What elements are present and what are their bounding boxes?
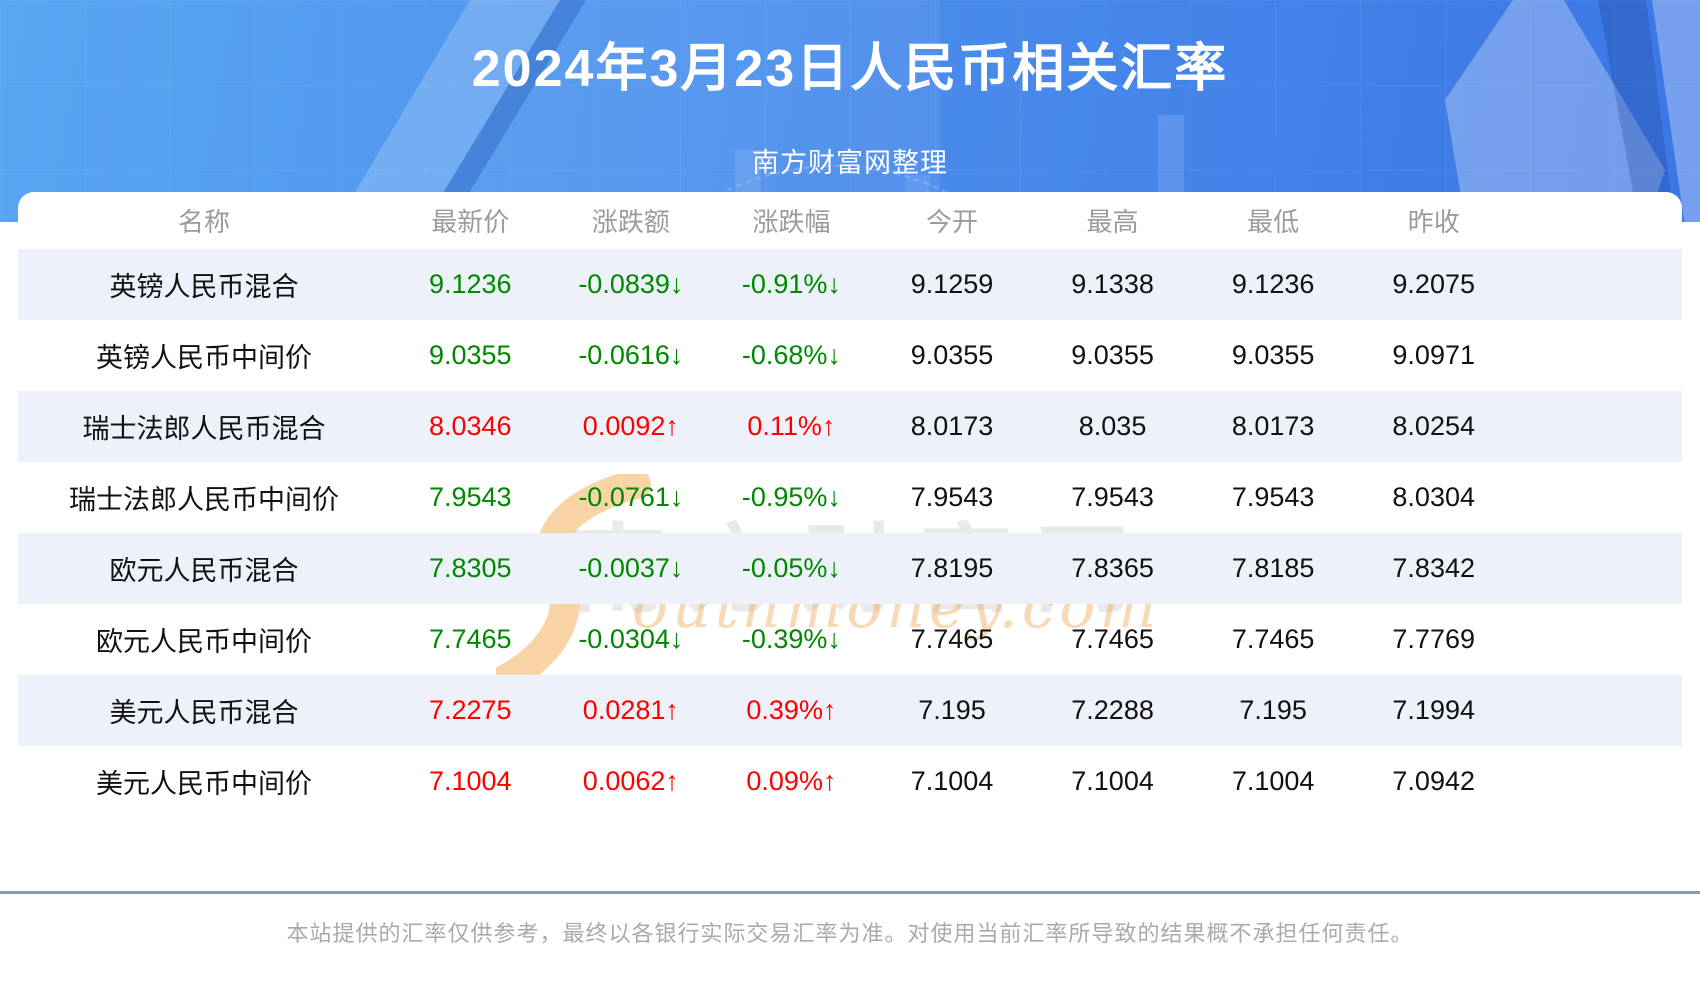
open-price: 9.1259 xyxy=(910,269,994,299)
banner: 2024年3月23日人民币相关汇率 南方财富网整理 xyxy=(0,0,1700,222)
footer-divider xyxy=(0,891,1700,894)
column-header-1: 最新价 xyxy=(431,207,510,237)
change-percent: -0.95%↓ xyxy=(741,482,841,512)
open-price: 8.0173 xyxy=(910,411,994,441)
latest-price: 9.1236 xyxy=(428,269,512,299)
latest-price: 7.1004 xyxy=(428,766,512,796)
open-price: 7.1004 xyxy=(910,766,994,796)
prev-close: 9.2075 xyxy=(1392,269,1475,299)
table-row: 英镑人民币中间价 9.0355 -0.0616↓ -0.68%↓ 9.0355 9.035… xyxy=(18,320,1682,391)
column-header-3: 涨跌幅 xyxy=(752,207,831,237)
high-price: 7.2288 xyxy=(1071,695,1154,725)
change-percent: -0.91%↓ xyxy=(741,269,841,299)
low-price: 9.0355 xyxy=(1231,340,1315,370)
low-price: 7.195 xyxy=(1239,695,1307,725)
table-row: 美元人民币中间价 7.1004 0.0062↑ 0.09%↑ 7.1004 7.1004 7… xyxy=(18,746,1682,817)
low-price: 9.1236 xyxy=(1231,269,1315,299)
high-price: 7.7465 xyxy=(1071,624,1154,654)
latest-price: 8.0346 xyxy=(428,411,512,441)
table-row: 美元人民币混合 7.2275 0.0281↑ 0.39%↑ 7.195 7.2288 7.1… xyxy=(18,675,1682,746)
prev-close: 7.1994 xyxy=(1392,695,1475,725)
row-name: 美元人民币中间价 xyxy=(96,769,312,799)
row-name: 瑞士法郎人民币中间价 xyxy=(69,485,339,515)
table-header-row: 名称 最新价 涨跌额 涨跌幅 今开 最高 最低 昨收 xyxy=(18,192,1682,249)
prev-close: 7.0942 xyxy=(1392,766,1475,796)
row-name: 欧元人民币中间价 xyxy=(96,627,312,657)
low-price: 8.0173 xyxy=(1231,411,1315,441)
column-header-4: 今开 xyxy=(925,207,978,237)
open-price: 7.8195 xyxy=(910,553,994,583)
change-amount: -0.0761↓ xyxy=(578,482,684,512)
high-price: 9.1338 xyxy=(1071,269,1154,299)
high-price: 7.1004 xyxy=(1071,766,1154,796)
low-price: 7.7465 xyxy=(1231,624,1315,654)
change-amount: -0.0839↓ xyxy=(578,269,684,299)
change-amount: 0.0281↑ xyxy=(582,695,679,725)
latest-price: 7.7465 xyxy=(428,624,512,654)
high-price: 9.0355 xyxy=(1071,340,1154,370)
change-percent: 0.39%↑ xyxy=(746,695,837,725)
row-name: 英镑人民币混合 xyxy=(109,272,299,302)
prev-close: 9.0971 xyxy=(1392,340,1475,370)
change-percent: -0.68%↓ xyxy=(741,340,841,370)
table-row: 瑞士法郎人民币混合 8.0346 0.0092↑ 0.11%↑ 8.0173 8.035 8… xyxy=(18,391,1682,462)
rates-card: 南方财富网 outhmoney.com 名称最新价涨跌额涨跌幅今开最高最低昨收 … xyxy=(18,192,1682,817)
row-name: 欧元人民币混合 xyxy=(109,556,299,586)
latest-price: 7.2275 xyxy=(428,695,512,725)
page-title: 2024年3月23日人民币相关汇率 xyxy=(471,40,1229,98)
table-row: 欧元人民币中间价 7.7465 -0.0304↓ -0.39%↓ 7.7465 7.746… xyxy=(18,604,1682,675)
disclaimer-text: 本站提供的汇率仅供参考，最终以各银行实际交易汇率为准。对使用当前汇率所导致的结果… xyxy=(286,921,1414,946)
prev-close: 8.0304 xyxy=(1392,482,1475,512)
low-price: 7.9543 xyxy=(1231,482,1315,512)
prev-close: 8.0254 xyxy=(1392,411,1475,441)
latest-price: 7.9543 xyxy=(428,482,512,512)
table-row: 英镑人民币混合 9.1236 -0.0839↓ -0.91%↓ 9.1259 9.1338… xyxy=(18,249,1682,320)
page-subtitle: 南方财富网整理 xyxy=(752,148,948,178)
column-header-7: 昨收 xyxy=(1407,207,1460,237)
latest-price: 9.0355 xyxy=(428,340,512,370)
row-name: 瑞士法郎人民币混合 xyxy=(82,414,326,444)
high-price: 8.035 xyxy=(1078,411,1147,441)
high-price: 7.8365 xyxy=(1071,553,1154,583)
column-header-6: 最低 xyxy=(1247,207,1300,237)
low-price: 7.1004 xyxy=(1231,766,1315,796)
table-row: 欧元人民币混合 7.8305 -0.0037↓ -0.05%↓ 7.8195 7.8365… xyxy=(18,533,1682,604)
column-header-0: 名称 xyxy=(177,207,230,237)
column-header-2: 涨跌额 xyxy=(591,207,670,237)
row-name: 美元人民币混合 xyxy=(109,698,299,728)
change-percent: 0.09%↑ xyxy=(746,766,837,796)
change-percent: 0.11%↑ xyxy=(747,411,836,441)
column-header-5: 最高 xyxy=(1086,207,1139,237)
change-percent: -0.39%↓ xyxy=(741,624,841,654)
low-price: 7.8185 xyxy=(1231,553,1315,583)
prev-close: 7.7769 xyxy=(1392,624,1475,654)
open-price: 7.7465 xyxy=(910,624,994,654)
table-body: 英镑人民币混合 9.1236 -0.0839↓ -0.91%↓ 9.1259 9.1338… xyxy=(18,249,1682,817)
row-name: 英镑人民币中间价 xyxy=(96,343,312,373)
change-amount: 0.0092↑ xyxy=(582,411,679,441)
table-row: 瑞士法郎人民币中间价 7.9543 -0.0761↓ -0.95%↓ 7.9543 7.9… xyxy=(18,462,1682,533)
change-amount: 0.0062↑ xyxy=(582,766,679,796)
latest-price: 7.8305 xyxy=(428,553,512,583)
change-amount: -0.0304↓ xyxy=(578,624,684,654)
change-amount: -0.0037↓ xyxy=(578,553,684,583)
open-price: 7.9543 xyxy=(910,482,994,512)
high-price: 7.9543 xyxy=(1071,482,1154,512)
prev-close: 7.8342 xyxy=(1392,553,1475,583)
change-amount: -0.0616↓ xyxy=(578,340,684,370)
change-percent: -0.05%↓ xyxy=(741,553,841,583)
open-price: 7.195 xyxy=(918,695,986,725)
open-price: 9.0355 xyxy=(910,340,994,370)
